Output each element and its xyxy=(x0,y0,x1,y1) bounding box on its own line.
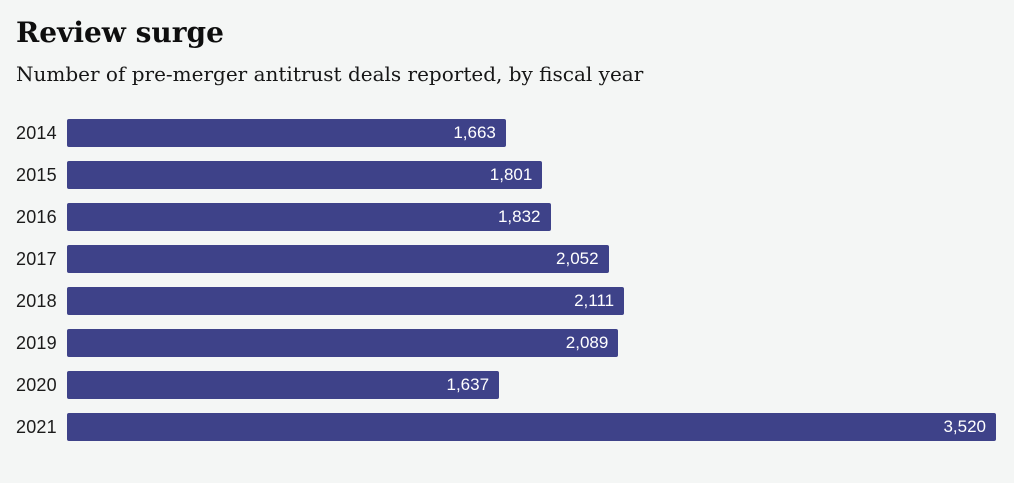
bar-track: 1,801 xyxy=(67,161,996,189)
chart-row: 2018 2,111 xyxy=(16,287,996,315)
bar-track: 2,089 xyxy=(67,329,996,357)
bar: 2,052 xyxy=(67,245,609,273)
value-label: 2,111 xyxy=(574,291,615,310)
chart-row: 2017 2,052 xyxy=(16,245,996,273)
bar-track: 1,637 xyxy=(67,371,996,399)
bar: 1,637 xyxy=(67,371,500,399)
chart-row: 2020 1,637 xyxy=(16,371,996,399)
chart-row: 2014 1,663 xyxy=(16,119,996,147)
chart-row: 2019 2,089 xyxy=(16,329,996,357)
bar-track: 1,832 xyxy=(67,203,996,231)
year-label: 2021 xyxy=(16,416,57,437)
bar-chart: 2014 1,663 2015 1,801 2016 1,832 2017 2,052 2018… xyxy=(16,119,996,441)
value-label: 1,663 xyxy=(453,123,496,142)
chart-subtitle: Number of pre-merger antitrust deals rep… xyxy=(16,62,644,86)
bar-track: 2,111 xyxy=(67,287,996,315)
bar-track: 3,520 xyxy=(67,413,996,441)
bar: 1,801 xyxy=(67,161,543,189)
value-label: 1,637 xyxy=(446,375,490,394)
value-label: 2,089 xyxy=(565,333,609,352)
year-label: 2016 xyxy=(16,206,57,227)
value-label: 3,520 xyxy=(943,417,986,436)
year-label: 2017 xyxy=(16,248,57,269)
year-label: 2020 xyxy=(16,374,57,395)
value-label: 1,832 xyxy=(497,207,541,226)
chart-row: 2015 1,801 xyxy=(16,161,996,189)
year-label: 2018 xyxy=(16,290,57,311)
bar: 3,520 xyxy=(67,413,996,441)
year-label: 2015 xyxy=(16,164,57,185)
value-label: 1,801 xyxy=(489,165,533,184)
chart-title: Review surge xyxy=(16,16,224,49)
bar: 1,832 xyxy=(67,203,551,231)
bar: 2,089 xyxy=(67,329,619,357)
bar-track: 1,663 xyxy=(67,119,996,147)
chart-container: Review surge Number of pre-merger antitr… xyxy=(0,16,1014,441)
bar: 1,663 xyxy=(67,119,506,147)
bar-track: 2,052 xyxy=(67,245,996,273)
year-label: 2014 xyxy=(16,122,57,143)
value-label: 2,052 xyxy=(556,249,599,268)
year-label: 2019 xyxy=(16,332,57,353)
chart-row: 2016 1,832 xyxy=(16,203,996,231)
bar: 2,111 xyxy=(67,287,625,315)
chart-row: 2021 3,520 xyxy=(16,413,996,441)
